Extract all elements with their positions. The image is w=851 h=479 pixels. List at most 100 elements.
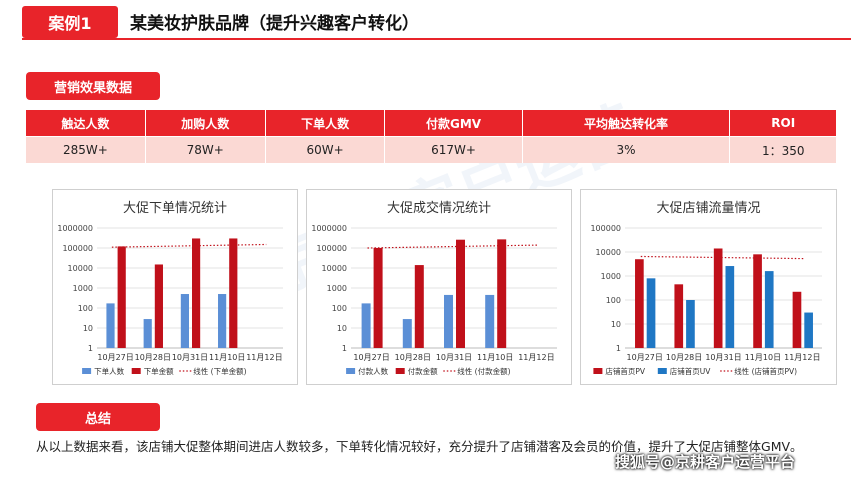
legend-label: 线性 (店铺首页PV) bbox=[734, 366, 797, 376]
page-title: 某美妆护肤品牌（提升兴趣客户转化） bbox=[130, 14, 419, 34]
metrics-header-cell: 触达人数 bbox=[26, 110, 146, 136]
x-tick-label: 11月10日 bbox=[745, 353, 781, 362]
bar bbox=[361, 303, 371, 348]
trendline bbox=[111, 243, 267, 248]
chart-title: 大促店铺流量情况 bbox=[656, 201, 760, 216]
chart-svg: 大促成交情况统计 1 10 100 1000 10000 100000 1000000 10月2… bbox=[311, 200, 557, 376]
legend-label: 下单人数 bbox=[94, 366, 124, 376]
metrics-header-cell: 平均触达转化率 bbox=[522, 110, 731, 136]
bar bbox=[804, 312, 813, 348]
x-tick-label: 11月12日 bbox=[518, 353, 554, 362]
metrics-value-cell: 1：350 bbox=[730, 136, 837, 163]
y-tick-label: 10000 bbox=[596, 248, 621, 257]
legend-swatch bbox=[657, 368, 667, 374]
metrics-value-cell: 3% bbox=[522, 136, 731, 163]
bar bbox=[117, 246, 126, 348]
x-tick-label: 10月28日 bbox=[135, 353, 171, 362]
y-tick-label: 1 bbox=[616, 344, 621, 353]
summary-text: 从以上数据来看，该店铺大促整体期间进店人数较多，下单转化情况较好，充分提升了店铺… bbox=[36, 439, 803, 454]
metrics-section-label: 营销效果数据 bbox=[26, 72, 160, 100]
bar bbox=[713, 248, 723, 348]
y-tick-label: 10 bbox=[337, 324, 347, 333]
order-stats-chart: 大促下单情况统计 1 10 100 1000 10000 100000 1000000 10月2… bbox=[52, 189, 298, 385]
y-tick-label: 100000 bbox=[590, 224, 621, 233]
transaction-stats-chart: 大促成交情况统计 1 10 100 1000 10000 100000 1000000 10月2… bbox=[306, 189, 572, 385]
y-tick-label: 100 bbox=[332, 304, 347, 313]
chart-svg: 大促下单情况统计 1 10 100 1000 10000 100000 1000000 10月2… bbox=[57, 201, 283, 376]
bar bbox=[373, 248, 383, 348]
metrics-value-cell: 617W+ bbox=[385, 136, 523, 163]
y-tick-label: 100000 bbox=[316, 244, 347, 253]
x-tick-label: 10月27日 bbox=[627, 353, 663, 362]
trendline bbox=[367, 244, 539, 249]
bar bbox=[154, 264, 163, 348]
bar bbox=[792, 291, 802, 348]
bar bbox=[143, 319, 152, 348]
bar bbox=[764, 271, 774, 348]
x-tick-label: 11月12日 bbox=[246, 353, 282, 362]
trendline bbox=[640, 255, 805, 260]
metrics-table: 触达人数 加购人数 下单人数 付款GMV 平均触达转化率 ROI 285W+ 7… bbox=[26, 110, 837, 163]
bar bbox=[646, 278, 656, 348]
store-traffic-chart: 大促店铺流量情况 1 10 100 1000 10000 100000 10月27日 10月28… bbox=[580, 189, 837, 385]
y-tick-label: 100 bbox=[78, 304, 93, 313]
bar bbox=[218, 294, 227, 348]
legend-swatch bbox=[346, 368, 356, 374]
bar bbox=[753, 254, 762, 348]
y-tick-label: 1000 bbox=[601, 272, 621, 281]
bar bbox=[725, 266, 735, 348]
metrics-header-cell: ROI bbox=[730, 110, 837, 136]
legend-swatch bbox=[82, 368, 92, 374]
chart-svg: 大促店铺流量情况 1 10 100 1000 10000 100000 10月27日 10月28… bbox=[590, 201, 822, 376]
bar bbox=[686, 300, 695, 348]
bar bbox=[192, 238, 201, 348]
y-tick-label: 1 bbox=[342, 344, 347, 353]
bar bbox=[635, 259, 644, 348]
y-tick-label: 1000 bbox=[73, 284, 93, 293]
case-tab: 案例1 bbox=[22, 6, 118, 38]
title-divider bbox=[22, 38, 851, 40]
y-tick-label: 1000000 bbox=[311, 224, 347, 233]
x-tick-label: 10月31日 bbox=[705, 353, 741, 362]
chart-title: 大促成交情况统计 bbox=[387, 200, 491, 216]
legend-swatch bbox=[593, 368, 603, 374]
metrics-value-cell: 60W+ bbox=[265, 136, 386, 163]
legend-label: 下单金额 bbox=[144, 366, 174, 376]
y-tick-label: 10 bbox=[83, 324, 93, 333]
x-tick-label: 11月12日 bbox=[784, 353, 820, 362]
source-watermark: 搜狐号@京耕客户运营平台 bbox=[615, 453, 796, 471]
x-tick-label: 11月10日 bbox=[209, 353, 245, 362]
y-tick-label: 100 bbox=[606, 296, 621, 305]
bar bbox=[229, 238, 238, 348]
y-tick-label: 1 bbox=[88, 344, 93, 353]
legend-label: 付款金额 bbox=[408, 366, 438, 376]
y-tick-label: 10000 bbox=[68, 264, 93, 273]
x-tick-label: 11月10日 bbox=[477, 353, 513, 362]
bar bbox=[485, 294, 495, 348]
metrics-header-cell: 加购人数 bbox=[145, 110, 266, 136]
bar bbox=[180, 294, 189, 348]
legend-label: 付款人数 bbox=[358, 366, 388, 376]
metrics-header-row: 触达人数 加购人数 下单人数 付款GMV 平均触达转化率 ROI bbox=[26, 110, 837, 136]
chart-title: 大促下单情况统计 bbox=[123, 201, 227, 216]
bar bbox=[106, 303, 115, 348]
bar bbox=[674, 284, 684, 348]
legend-swatch bbox=[131, 368, 141, 374]
bar bbox=[444, 294, 453, 348]
y-tick-label: 1000 bbox=[327, 284, 347, 293]
x-tick-label: 10月27日 bbox=[97, 353, 133, 362]
legend-label: 线性 (付款金额) bbox=[457, 366, 510, 376]
metrics-value-cell: 78W+ bbox=[145, 136, 266, 163]
x-tick-label: 10月31日 bbox=[172, 353, 208, 362]
legend-label: 线性 (下单金额) bbox=[193, 366, 246, 376]
summary-section-label: 总结 bbox=[36, 403, 160, 431]
metrics-value-row: 285W+ 78W+ 60W+ 617W+ 3% 1：350 bbox=[26, 136, 837, 163]
metrics-value-cell: 285W+ bbox=[26, 136, 146, 163]
y-tick-label: 100000 bbox=[62, 244, 93, 253]
metrics-header-cell: 付款GMV bbox=[385, 110, 523, 136]
x-tick-label: 10月27日 bbox=[353, 353, 389, 362]
y-tick-label: 10 bbox=[611, 320, 621, 329]
x-tick-label: 10月28日 bbox=[666, 353, 702, 362]
y-tick-label: 10000 bbox=[322, 264, 347, 273]
metrics-header-cell: 下单人数 bbox=[265, 110, 386, 136]
